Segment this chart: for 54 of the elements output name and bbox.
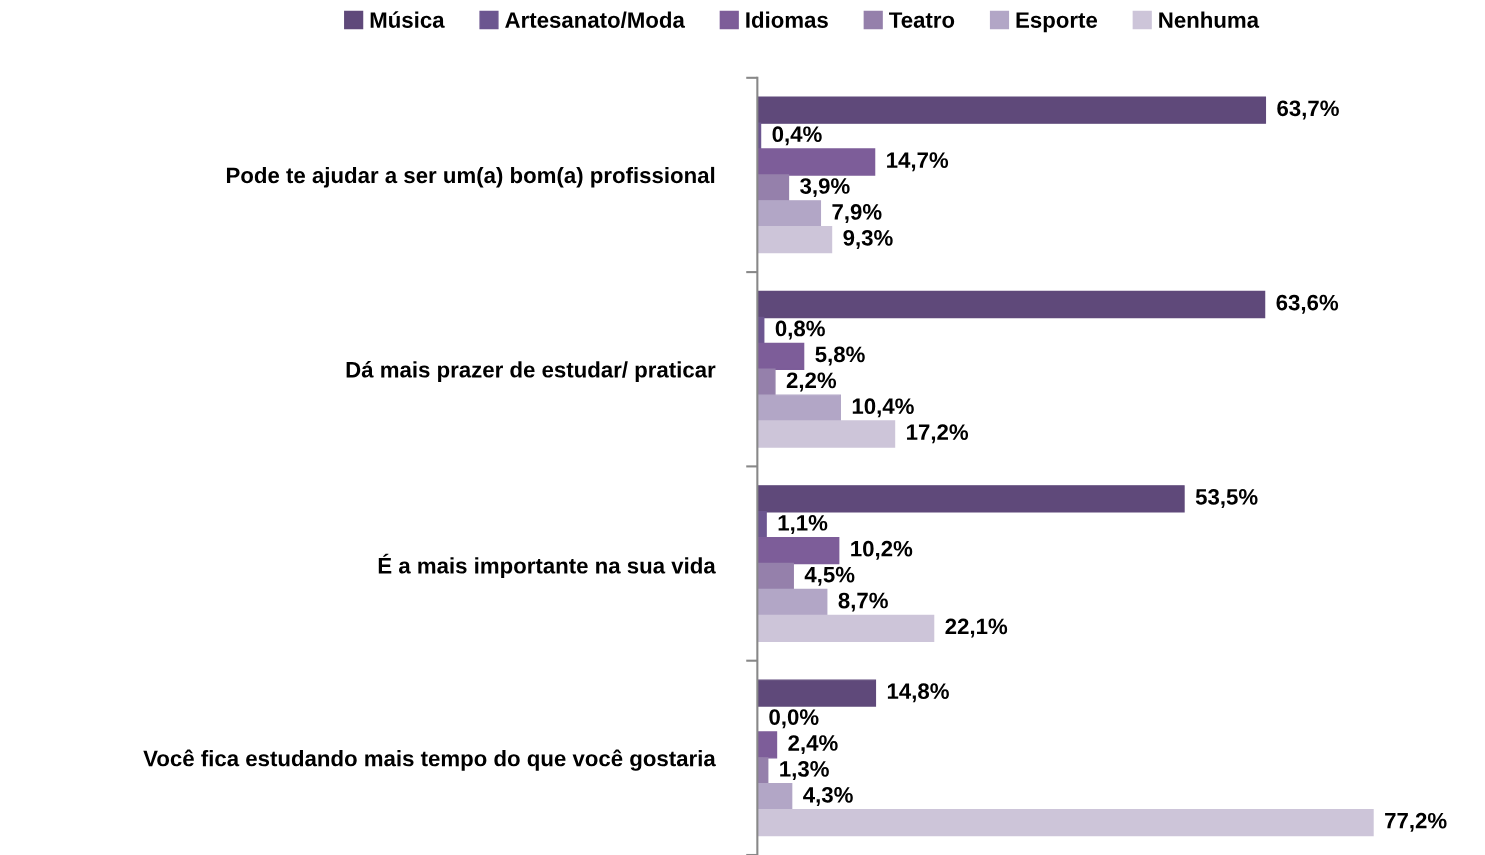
y-tick-label: É a mais importante na sua vida <box>378 553 716 579</box>
data-label: 63,7% <box>1277 100 1339 120</box>
bar <box>757 485 1185 513</box>
data-label: 14,8% <box>887 683 949 703</box>
bar <box>757 200 822 228</box>
data-label: 63,6% <box>1276 294 1339 314</box>
legend-label: Idiomas <box>746 11 828 28</box>
legend-label: Música <box>370 11 445 28</box>
bar <box>757 290 1266 319</box>
data-label: 10,2% <box>851 540 913 560</box>
bar <box>757 808 1374 837</box>
bar <box>757 783 793 811</box>
data-label: 9,3% <box>843 229 893 249</box>
bar <box>757 148 876 176</box>
bar <box>757 342 805 370</box>
data-label: 53,5% <box>1195 489 1258 508</box>
bar <box>757 562 794 591</box>
data-label: 5,8% <box>815 346 865 366</box>
bar <box>757 368 776 396</box>
bar <box>757 394 841 422</box>
legend-label: Esporte <box>1016 12 1098 33</box>
data-label: 0,8% <box>775 320 825 340</box>
legend-label: Nenhuma <box>1159 11 1260 28</box>
data-label: 1,3% <box>780 761 829 780</box>
data-label: 2,4% <box>788 735 838 755</box>
legend-label: Artesanato/Moda <box>505 11 685 29</box>
data-label: 3,9% <box>800 178 850 198</box>
data-label: 1,1% <box>778 514 828 534</box>
bar <box>757 679 877 707</box>
data-label: 0,4% <box>772 126 822 146</box>
data-label: 8,7% <box>838 592 888 612</box>
bar <box>757 614 935 642</box>
data-label: 17,2% <box>907 424 969 444</box>
bar <box>757 420 896 448</box>
data-label: 77,2% <box>1385 812 1447 832</box>
bar <box>757 731 778 759</box>
legend-label: Teatro <box>889 12 955 28</box>
bar <box>757 536 840 565</box>
bar <box>757 511 767 539</box>
bar <box>757 226 833 254</box>
y-tick-label: Você fica estudando mais tempo do que você gostaria <box>143 749 716 771</box>
bar <box>757 588 828 617</box>
data-label: 4,5% <box>804 566 855 586</box>
data-label: 2,2% <box>786 372 837 392</box>
data-label: 10,4% <box>852 398 914 418</box>
bar <box>757 174 790 202</box>
bar <box>757 96 1267 124</box>
data-label: 0,0% <box>769 709 819 729</box>
y-tick-label: Dá mais prazer de estudar/ praticar <box>346 361 716 383</box>
data-label: 4,3% <box>803 786 853 806</box>
data-label: 22,1% <box>945 618 1008 638</box>
y-tick-label: Pode te ajudar a ser um(a) bom(a) profissional <box>226 166 715 188</box>
data-label: 7,9% <box>832 204 882 223</box>
data-label: 14,7% <box>887 152 949 172</box>
